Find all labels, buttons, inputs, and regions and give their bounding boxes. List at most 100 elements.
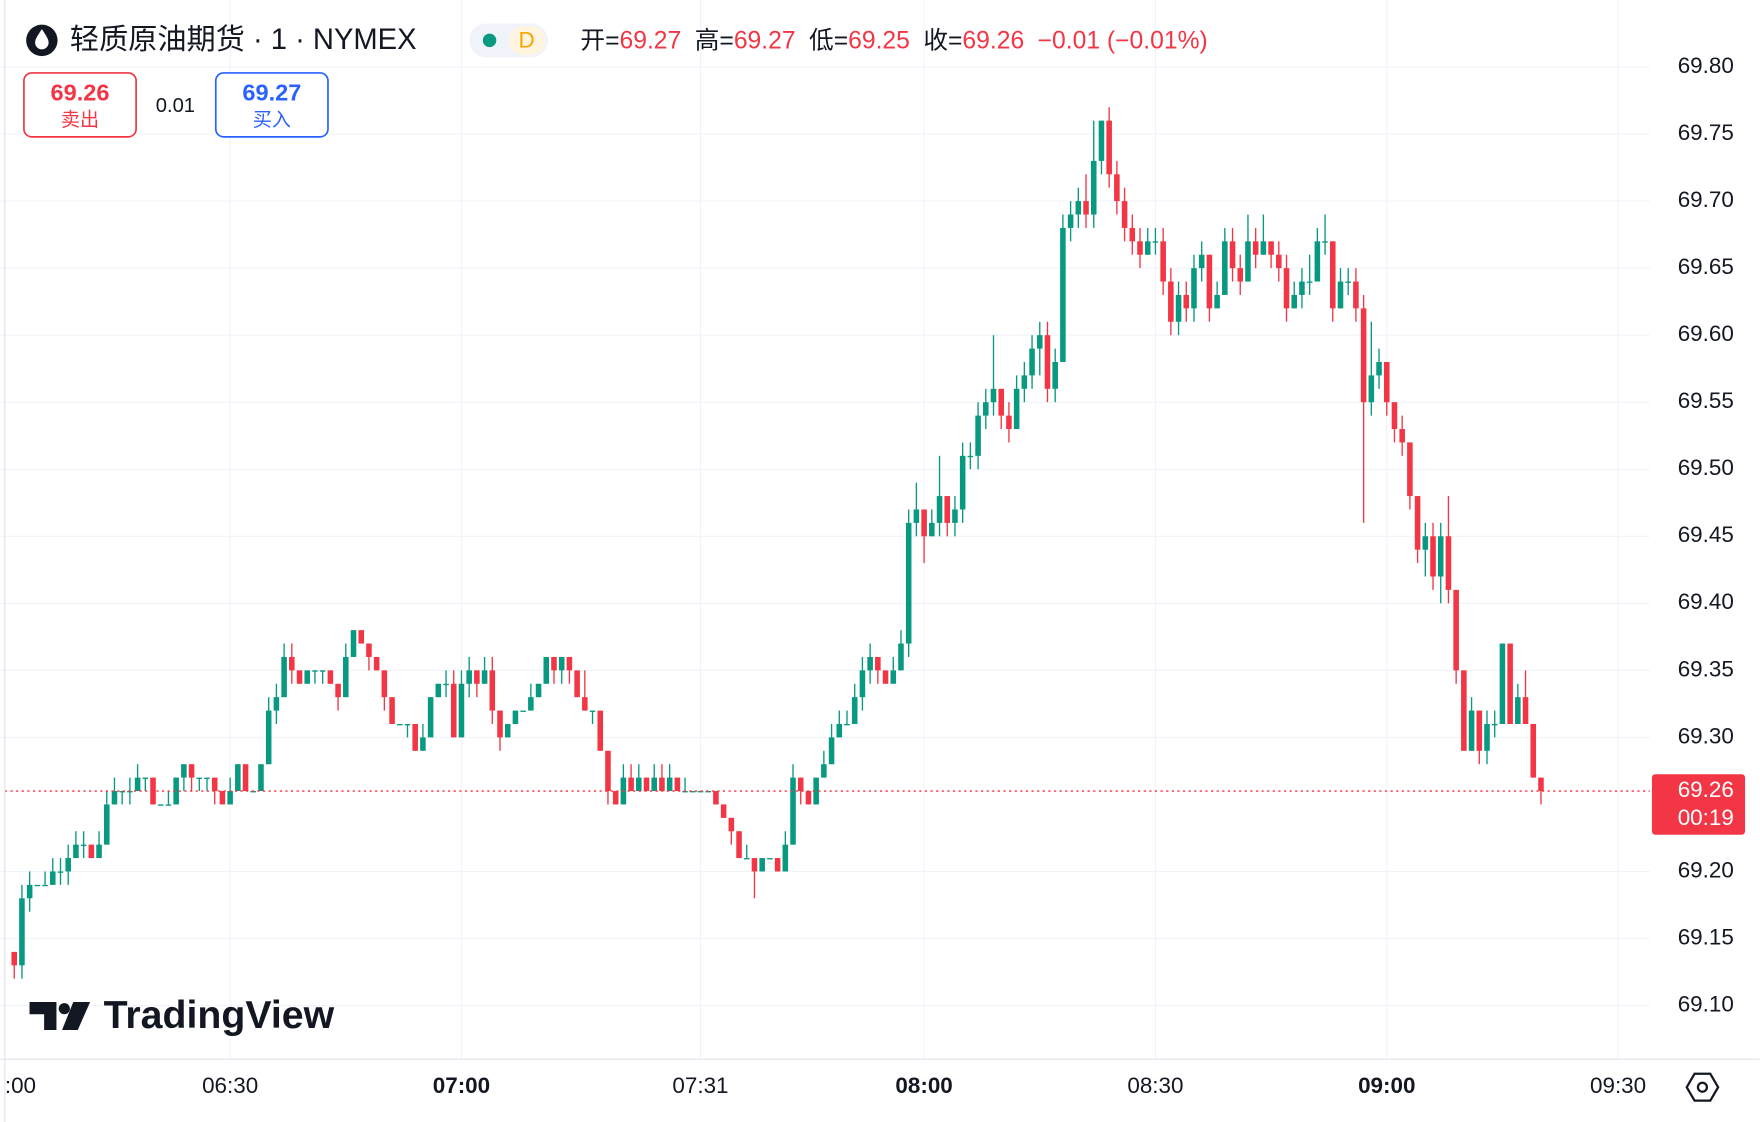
candle-body bbox=[366, 643, 372, 657]
candle-body bbox=[528, 697, 534, 711]
y-tick-label: 69.65 bbox=[1678, 254, 1734, 279]
candle-body bbox=[543, 656, 550, 684]
sell-label[interactable]: 卖出 bbox=[61, 109, 99, 131]
candle-body bbox=[975, 415, 981, 456]
candle-body bbox=[697, 791, 704, 793]
candle-body bbox=[296, 670, 303, 684]
buy-button[interactable] bbox=[214, 72, 329, 138]
candle-body bbox=[643, 777, 650, 792]
candle-body bbox=[96, 844, 102, 859]
candle-body bbox=[1345, 281, 1351, 283]
candle-body bbox=[1399, 429, 1405, 443]
candle-body bbox=[1222, 241, 1228, 295]
candle-body bbox=[188, 764, 195, 778]
y-tick-label: 69.45 bbox=[1678, 522, 1734, 547]
candle-body bbox=[211, 777, 218, 792]
candle-body bbox=[713, 791, 719, 805]
candle-body bbox=[242, 764, 249, 792]
candle-body bbox=[535, 683, 542, 698]
candle-body bbox=[420, 737, 426, 751]
candle-body bbox=[597, 710, 604, 751]
candle-body bbox=[682, 791, 688, 793]
candle-body bbox=[350, 630, 357, 657]
last-price-tag bbox=[1651, 774, 1746, 835]
y-tick-label: 69.35 bbox=[1678, 656, 1734, 681]
candle-body bbox=[628, 777, 634, 792]
candle-body bbox=[127, 791, 133, 793]
settings-icon[interactable] bbox=[1685, 1072, 1720, 1102]
candle-body bbox=[1260, 241, 1267, 255]
candle-body bbox=[50, 871, 56, 885]
sell-price[interactable]: 69.26 bbox=[51, 79, 110, 105]
candle-body bbox=[913, 509, 920, 523]
candle-body bbox=[1044, 335, 1051, 389]
candle-body bbox=[1291, 294, 1298, 309]
candle-body bbox=[998, 388, 1004, 416]
y-tick-label: 69.80 bbox=[1678, 53, 1734, 78]
candle-body bbox=[720, 804, 727, 818]
candle-body bbox=[142, 777, 149, 779]
candle-body bbox=[944, 496, 951, 523]
candle-body bbox=[882, 670, 889, 684]
candle-body bbox=[836, 723, 843, 738]
buy-label[interactable]: 买入 bbox=[253, 110, 291, 131]
spread: 0.01 bbox=[156, 95, 195, 117]
candle-body bbox=[952, 509, 958, 523]
candle-body bbox=[312, 670, 318, 672]
low-label: 低= bbox=[809, 26, 848, 54]
candle-body bbox=[1445, 536, 1452, 590]
candle-body bbox=[1476, 710, 1483, 751]
candle-body bbox=[589, 710, 596, 712]
candle-body bbox=[1052, 361, 1058, 389]
candle-body bbox=[605, 750, 611, 792]
x-tick-label: 06:30 bbox=[202, 1073, 258, 1098]
candle-body bbox=[890, 670, 897, 684]
candle-body bbox=[219, 791, 226, 805]
candle-body bbox=[381, 670, 388, 698]
candle-body bbox=[265, 710, 272, 765]
high-label: 高= bbox=[695, 26, 734, 54]
candle-body bbox=[304, 670, 311, 684]
candle-body bbox=[1013, 388, 1020, 430]
candle-body bbox=[1075, 201, 1082, 215]
settings-icon-center[interactable] bbox=[1696, 1081, 1709, 1093]
x-tick-label: 09:00 bbox=[1358, 1073, 1415, 1098]
candle-body bbox=[450, 683, 457, 738]
candle-body bbox=[1522, 697, 1529, 724]
buy-price[interactable]: 69.27 bbox=[242, 79, 301, 105]
candle-body bbox=[551, 656, 557, 671]
candle-body bbox=[474, 670, 480, 684]
sell-button[interactable] bbox=[23, 72, 137, 138]
candle-body bbox=[1268, 241, 1274, 255]
candle-body bbox=[1353, 281, 1359, 309]
candle-body bbox=[157, 804, 164, 806]
candle-body bbox=[844, 723, 850, 726]
candle-body bbox=[851, 697, 858, 724]
candle-body bbox=[65, 858, 71, 872]
candle-body bbox=[790, 777, 796, 845]
candle-body bbox=[389, 697, 395, 724]
candle-body bbox=[1491, 723, 1498, 726]
candle-body bbox=[929, 522, 935, 537]
interval-badge: D bbox=[518, 27, 534, 52]
candle-body bbox=[289, 656, 295, 671]
market-open-dot bbox=[482, 33, 497, 48]
candle-body bbox=[427, 697, 434, 738]
candle-body bbox=[319, 670, 326, 672]
candle-body bbox=[983, 402, 989, 416]
candle-body bbox=[443, 683, 449, 686]
candle-body bbox=[805, 791, 812, 805]
candle-body bbox=[173, 777, 179, 805]
candle-body bbox=[335, 683, 341, 698]
candle-body bbox=[1183, 294, 1190, 309]
candle-body bbox=[813, 777, 819, 805]
candle-body bbox=[921, 509, 927, 537]
candle-body bbox=[1276, 254, 1282, 269]
candle-body bbox=[1306, 281, 1313, 283]
open-label: 开= bbox=[580, 27, 619, 54]
candle-body bbox=[636, 777, 642, 792]
candle-body bbox=[1299, 281, 1305, 295]
candle-body bbox=[674, 777, 681, 792]
candle-body bbox=[1484, 723, 1490, 751]
candle-body bbox=[1090, 160, 1097, 215]
